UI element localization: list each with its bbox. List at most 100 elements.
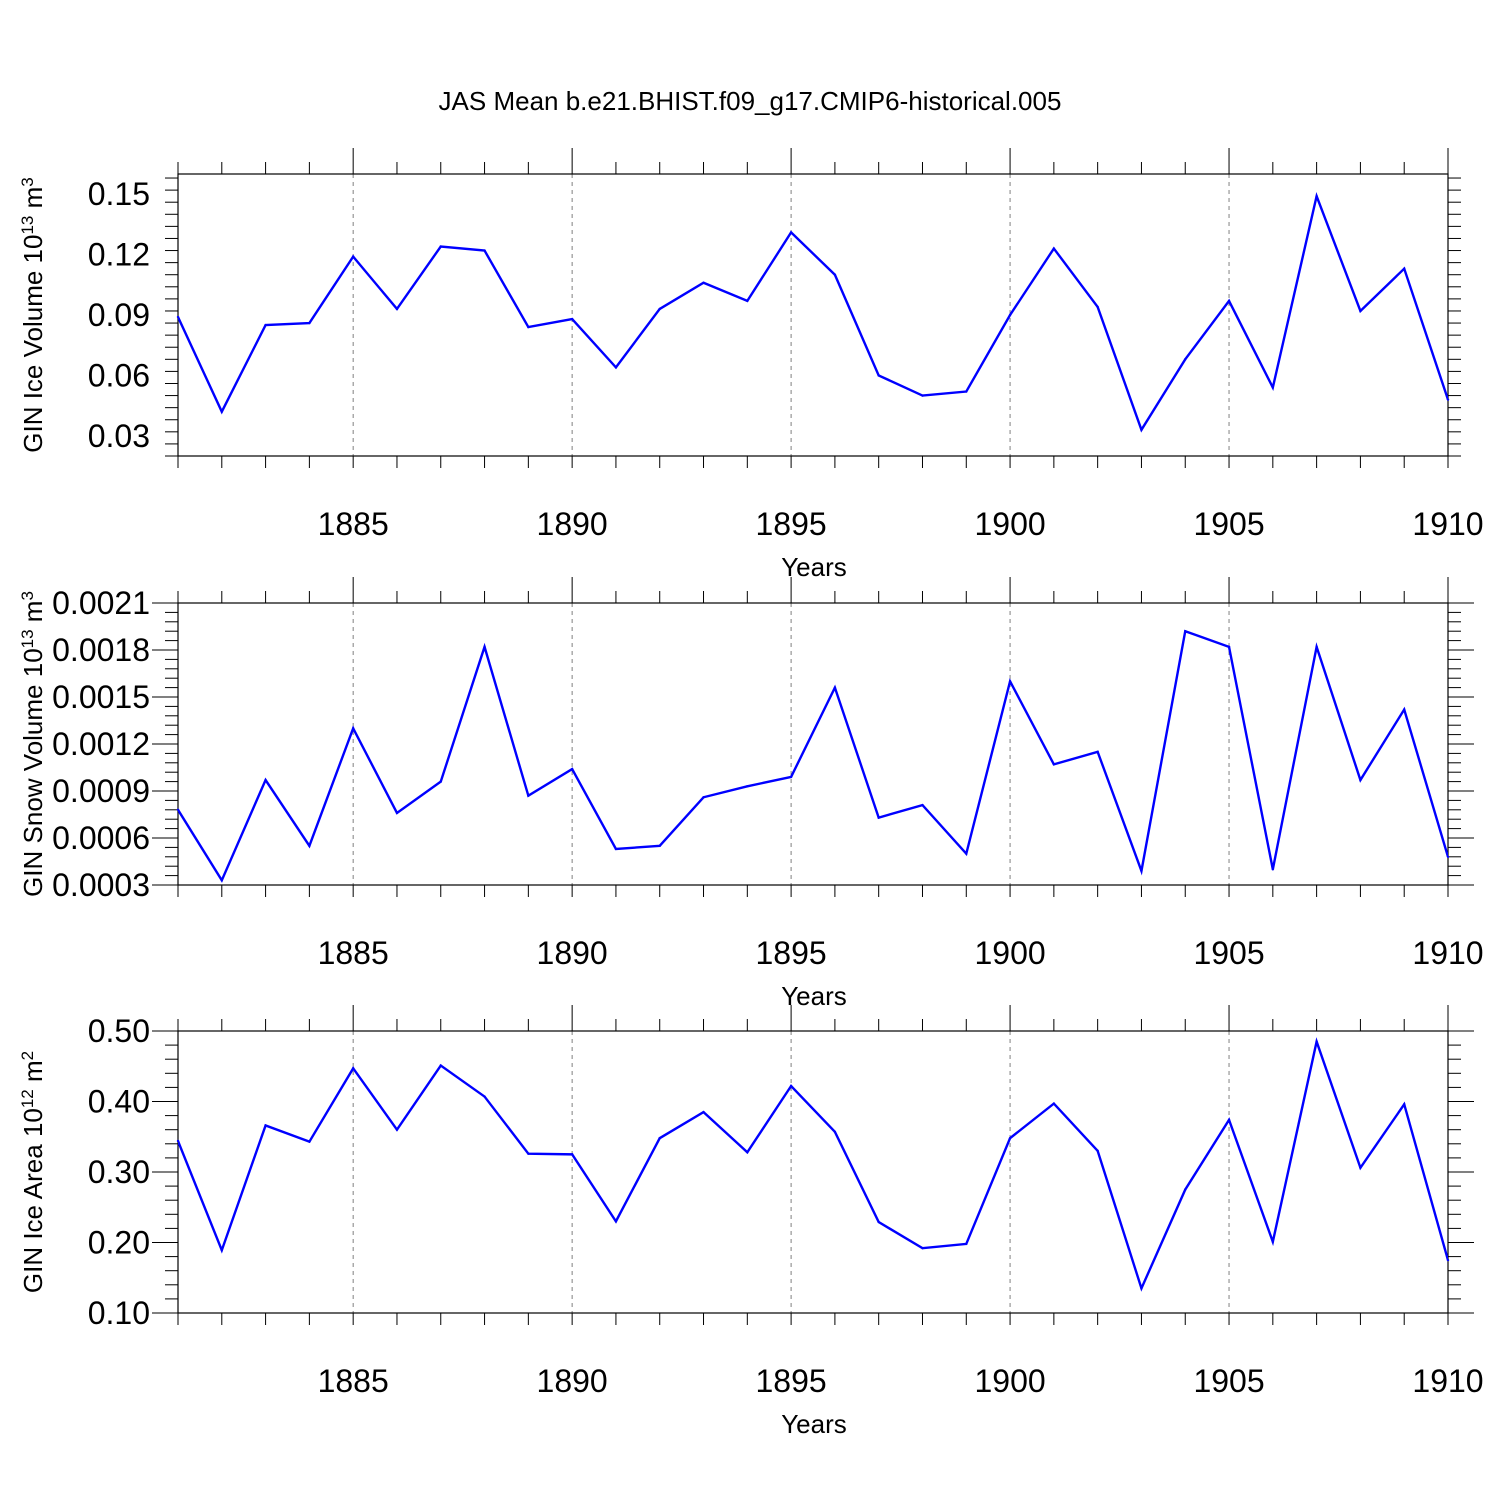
data-point [833,273,837,276]
data-point [1403,708,1406,711]
data-point [1140,428,1143,432]
y-axis-label-superscript: 3 [18,591,37,600]
data-point [877,374,880,377]
data-point [483,1095,486,1098]
data-point [702,796,705,799]
data-point [264,1124,267,1127]
data-point [1052,1102,1056,1105]
chart-panel-2: 0.0003 0.0006 0.0009 0.0012 0.0015 0.0018 0.00… [18,577,1484,1011]
x-tick-label: 1900 [974,506,1045,542]
data-point [439,245,442,248]
x-tick-label: 1910 [1412,506,1483,542]
y-axis-label-part: GIN Ice Area 10 [18,1108,48,1293]
data-point [921,394,924,397]
plot-frame [177,173,1449,457]
data-point [877,1220,880,1224]
data-point [395,307,399,311]
x-tick-label: 1885 [318,1363,389,1399]
chart-panel-3: 0.10 0.20 0.30 0.40 0.50 1885 1890 1895 1900 1905… [18,1005,1484,1439]
data-point [570,1153,574,1156]
data-point [746,1151,749,1154]
data-point [789,231,793,234]
data-point [833,686,837,689]
data-point [1096,750,1099,754]
y-axis-label-part: m [18,1060,48,1089]
y-tick-label: 0.10 [88,1295,150,1331]
data-point [176,808,180,811]
y-axis-label-part: m [18,601,48,630]
data-point [1140,1287,1143,1290]
data-point [264,323,267,327]
data-point [1446,855,1450,858]
data-point [1359,309,1362,313]
data-point [1315,645,1318,649]
data-point [1403,1103,1406,1106]
data-point [1446,398,1450,401]
data-point [658,307,661,311]
x-tick-label: 1900 [974,1363,1045,1399]
data-point [746,785,749,788]
data-point [1271,1240,1275,1243]
y-tick-label: 0.40 [88,1084,150,1120]
y-axis-label-part: GIN Snow Volume 10 [18,648,48,897]
x-tick-label: 1900 [974,935,1045,971]
y-tick-label: 0.09 [88,297,150,333]
data-point [308,321,311,325]
data-point [395,811,399,815]
data-point [570,317,574,321]
data-point [176,1139,180,1143]
y-axis-label-part: m [18,187,48,216]
y-tick-label: 0.15 [88,176,150,212]
data-point [1227,299,1231,303]
y-tick-label: 0.0006 [52,820,150,856]
plot-frame [177,602,1449,886]
data-point [264,778,267,782]
data-point [351,255,355,258]
x-axis-label: Years [781,981,847,1011]
y-tick-label: 0.06 [88,357,150,393]
data-point [877,816,880,819]
data-point [351,727,355,730]
x-tick-label: 1910 [1412,935,1483,971]
data-point [308,1140,311,1143]
page-title: JAS Mean b.e21.BHIST.f09_g17.CMIP6-histo… [439,86,1062,116]
data-point [1359,1166,1362,1169]
y-tick-label: 0.50 [88,1013,150,1049]
data-point [395,1128,399,1131]
chart-panel-1: 0.03 0.06 0.09 0.12 0.15 1885 1890 1895 1900 1905… [18,148,1484,582]
data-point [570,767,574,771]
data-point [614,1220,618,1223]
data-point [1184,630,1187,633]
data-point [1008,680,1012,683]
data-point [308,844,311,848]
data-point [220,410,223,413]
data-point [1359,778,1362,782]
y-axis-label-superscript: 13 [18,629,37,648]
plot-frame [177,1030,1449,1314]
data-point [1140,869,1143,873]
x-tick-label: 1895 [756,1363,827,1399]
y-tick-label: 0.03 [88,418,150,454]
data-point [614,366,618,369]
data-point [1271,868,1275,871]
x-tick-label: 1890 [537,506,608,542]
x-tick-label: 1905 [1193,1363,1264,1399]
data-point [1403,267,1406,270]
y-axis-label: GIN Ice Volume 1013 m3 [18,177,49,453]
x-tick-label: 1895 [756,506,827,542]
data-point [439,780,442,783]
data-point [658,844,661,848]
data-point [702,1110,705,1114]
y-tick-label: 0.0021 [52,585,150,621]
y-tick-label: 0.0012 [52,726,150,762]
data-point [1184,358,1187,361]
series-line [178,192,1448,433]
series-line [178,629,1448,883]
y-axis-label-superscript: 13 [18,216,37,235]
data-point [1184,1188,1187,1191]
data-point [220,879,223,882]
y-tick-label: 0.0018 [52,632,150,668]
data-point [1008,313,1012,317]
data-point [1096,305,1099,309]
